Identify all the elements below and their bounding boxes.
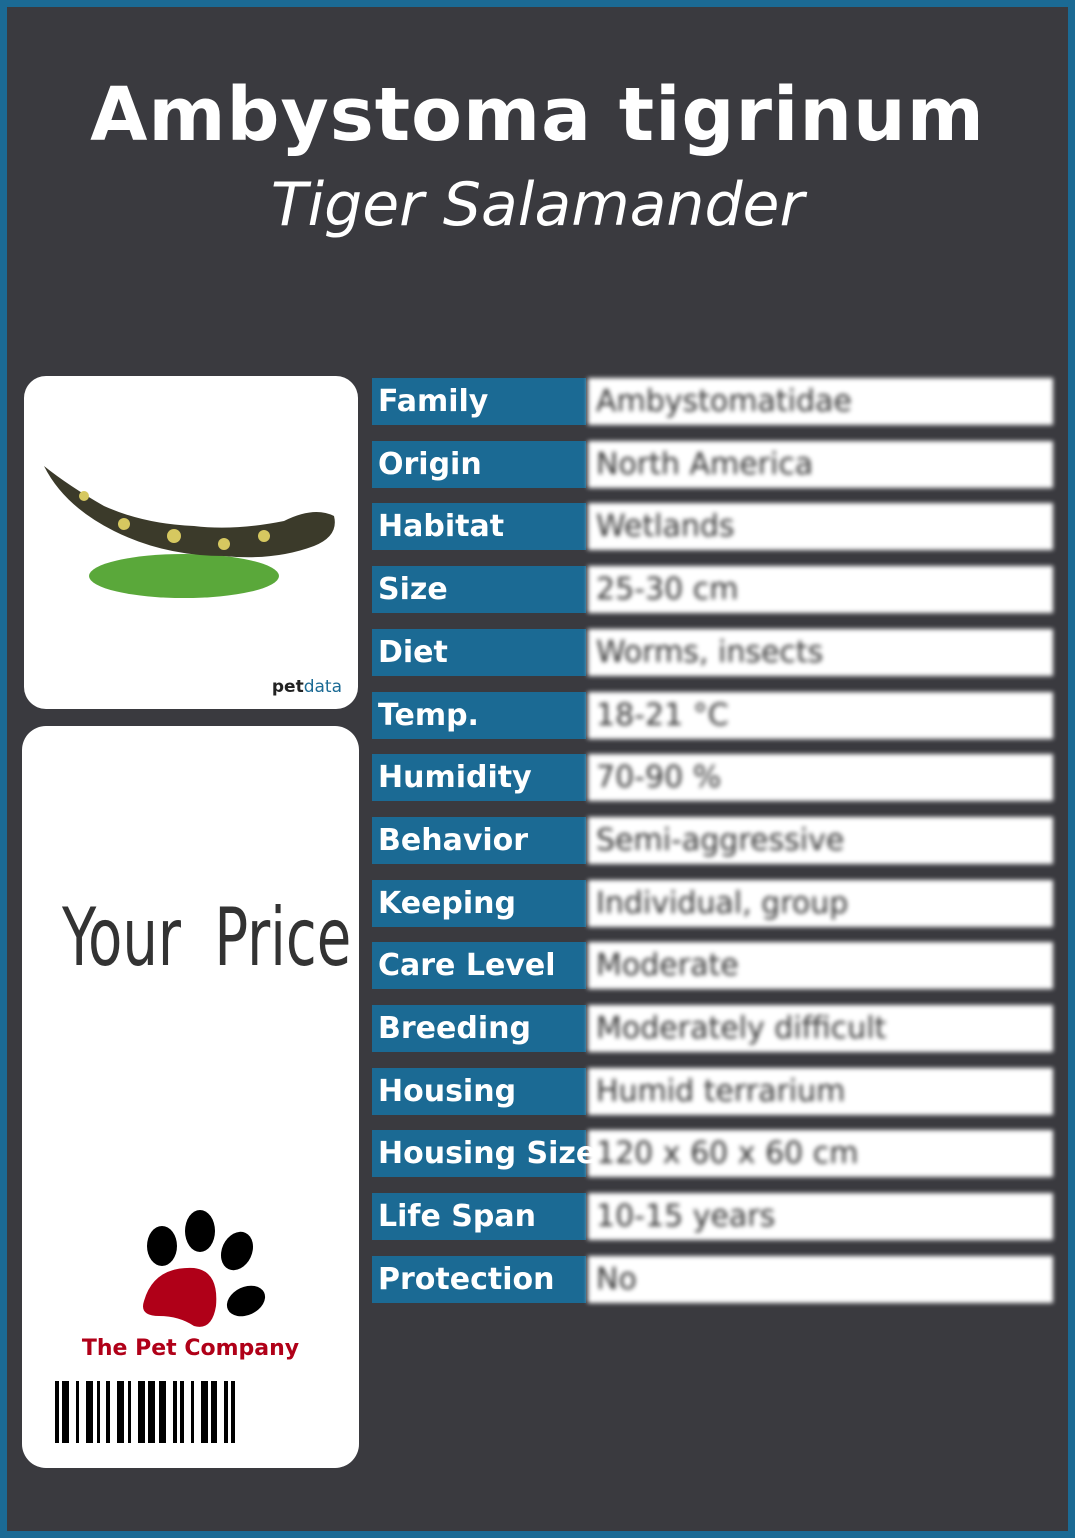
attribute-value: No bbox=[588, 1255, 1053, 1303]
attribute-value: North America bbox=[588, 440, 1053, 488]
attribute-row: Protection No bbox=[372, 1255, 1053, 1303]
attribute-row: Family Ambystomatidae bbox=[372, 378, 1053, 425]
barcode-bar bbox=[117, 1381, 124, 1443]
attribute-row: Housing Size 120 x 60 x 60 cm bbox=[372, 1130, 1053, 1178]
attribute-row: Care Level Moderate bbox=[372, 942, 1053, 990]
barcode-bar bbox=[55, 1381, 59, 1443]
attribute-value: 120 x 60 x 60 cm bbox=[588, 1130, 1053, 1178]
attribute-value: Worms, insects bbox=[588, 628, 1053, 676]
salamander-image bbox=[44, 466, 335, 598]
barcode-bar bbox=[62, 1381, 69, 1443]
attribute-label: Care Level bbox=[372, 942, 586, 990]
attribute-row: Housing Humid terrarium bbox=[372, 1067, 1053, 1115]
attribute-label: Temp. bbox=[372, 691, 586, 739]
barcode-bar bbox=[173, 1381, 177, 1443]
barcode-bar bbox=[86, 1381, 93, 1443]
animal-photo-panel: petdata bbox=[24, 376, 358, 709]
barcode-bar bbox=[148, 1381, 155, 1443]
barcode-bar bbox=[180, 1381, 184, 1443]
attribute-label: Breeding bbox=[372, 1005, 586, 1052]
barcode-bar bbox=[231, 1381, 235, 1443]
attribute-label: Humidity bbox=[372, 754, 586, 802]
barcode-bar bbox=[128, 1381, 131, 1443]
barcode-bar bbox=[76, 1381, 79, 1443]
attribute-row: Origin North America bbox=[372, 440, 1053, 488]
barcode-bar bbox=[97, 1381, 100, 1443]
common-name: Tiger Salamander bbox=[270, 170, 805, 240]
attribute-row: Habitat Wetlands bbox=[372, 503, 1053, 551]
paw-icon bbox=[143, 1210, 266, 1327]
price-panel: Your Price The Pet Company bbox=[22, 726, 359, 1468]
attribute-value: Moderate bbox=[588, 942, 1053, 990]
attribute-value: 25-30 cm bbox=[588, 566, 1053, 614]
petdata-logo: petdata bbox=[271, 677, 342, 697]
attribute-label: Housing bbox=[372, 1067, 586, 1115]
attribute-value: Semi-aggressive bbox=[588, 816, 1053, 864]
attribute-value: 18-21 °C bbox=[588, 691, 1053, 739]
company-name: The Pet Company bbox=[81, 1336, 300, 1361]
attribute-row: Diet Worms, insects bbox=[372, 628, 1053, 676]
attribute-value: Wetlands bbox=[588, 503, 1053, 551]
barcode-bar bbox=[201, 1381, 208, 1443]
attribute-value: Individual, group bbox=[588, 879, 1053, 927]
attribute-label: Size bbox=[372, 566, 586, 614]
attribute-value: Humid terrarium bbox=[588, 1067, 1053, 1115]
attribute-label: Life Span bbox=[372, 1193, 586, 1241]
barcode-bar bbox=[159, 1381, 166, 1443]
barcode bbox=[55, 1381, 235, 1443]
attribute-label: Keeping bbox=[372, 879, 586, 927]
scientific-name: Ambystoma tigrinum bbox=[90, 72, 985, 158]
attribute-label: Protection bbox=[372, 1255, 586, 1303]
attribute-row: Size 25-30 cm bbox=[372, 566, 1053, 614]
attribute-value: 70-90 % bbox=[588, 754, 1053, 802]
attribute-row: Temp. 18-21 °C bbox=[372, 691, 1053, 739]
barcode-bar bbox=[106, 1381, 110, 1443]
barcode-bar bbox=[138, 1381, 145, 1443]
attribute-row: Keeping Individual, group bbox=[372, 879, 1053, 927]
attribute-value: Ambystomatidae bbox=[588, 378, 1053, 425]
attribute-label: Housing Size bbox=[372, 1130, 596, 1178]
attribute-label: Diet bbox=[372, 628, 586, 676]
barcode-bar bbox=[224, 1381, 228, 1443]
attribute-value: 10-15 years bbox=[588, 1193, 1053, 1241]
barcode-bar bbox=[191, 1381, 194, 1443]
attribute-row: Humidity 70-90 % bbox=[372, 754, 1053, 802]
attribute-label: Behavior bbox=[372, 816, 586, 864]
price-label: Your Price bbox=[62, 891, 352, 984]
attribute-label: Origin bbox=[372, 440, 586, 488]
attribute-row: Breeding Moderately difficult bbox=[372, 1005, 1053, 1052]
attribute-row: Life Span 10-15 years bbox=[372, 1193, 1053, 1241]
attribute-value: Moderately difficult bbox=[588, 1005, 1053, 1052]
attribute-row: Behavior Semi-aggressive bbox=[372, 816, 1053, 864]
attribute-label: Family bbox=[372, 378, 586, 425]
barcode-bar bbox=[211, 1381, 217, 1443]
attribute-label: Habitat bbox=[372, 503, 586, 551]
